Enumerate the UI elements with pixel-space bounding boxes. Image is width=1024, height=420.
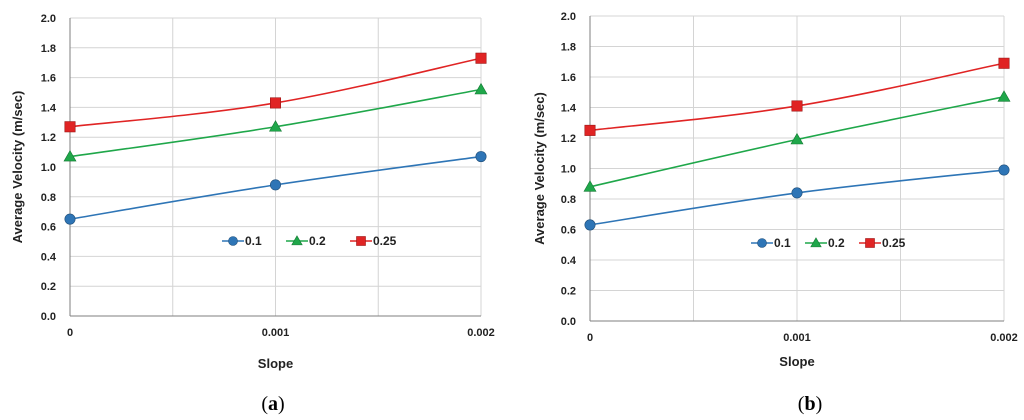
legend-marker-triangle	[291, 235, 303, 246]
legend-marker-circle	[228, 236, 238, 246]
series-0.1	[584, 164, 1010, 231]
legend-label: 0.2	[309, 234, 326, 248]
y-tick-label: 0.4	[41, 251, 57, 263]
y-tick-label: 1.6	[561, 72, 576, 84]
legend-item-0.1: 0.1	[751, 236, 791, 250]
data-point	[998, 57, 1010, 69]
legend-marker-square	[865, 238, 875, 248]
x-tick-label: 0	[67, 327, 73, 339]
legend-item-0.2: 0.2	[286, 234, 326, 248]
legend-label: 0.25	[882, 236, 906, 250]
y-tick-label: 1.0	[561, 164, 576, 176]
legend-item-0.1: 0.1	[222, 234, 262, 248]
data-point	[475, 151, 487, 163]
data-point	[791, 100, 803, 112]
data-point	[269, 120, 282, 132]
data-point	[998, 164, 1010, 176]
y-tick-label: 1.4	[41, 102, 57, 114]
y-axis-title: Average Velocity (m/sec)	[10, 91, 25, 244]
y-tick-label: 2.0	[561, 11, 576, 23]
data-point	[269, 179, 281, 191]
series-0.25	[64, 52, 487, 133]
data-point	[583, 180, 597, 192]
data-point	[63, 149, 77, 162]
x-tick-label: 0.002	[467, 327, 495, 339]
data-point	[997, 90, 1011, 102]
caption-close: )	[278, 393, 285, 415]
legend: 0.1 0.2 0.25	[751, 236, 906, 250]
series-0.2	[583, 90, 1011, 192]
legend-label: 0.25	[373, 234, 397, 248]
legend-marker-triangle	[810, 237, 822, 248]
chart-panel-a: 0.0 0.2 0.4 0.6 0.8 1.0 1.2 1.4 1.6 1.8 2.0 0 0.001 0…	[10, 13, 495, 415]
data-point	[64, 213, 76, 225]
y-tick-label: 1.8	[561, 42, 576, 54]
x-tick-label: 0.001	[262, 327, 290, 339]
legend-label: 0.1	[774, 236, 791, 250]
x-tick-label: 0	[587, 332, 593, 344]
data-point	[791, 187, 803, 199]
data-point	[474, 82, 488, 95]
x-tick-label: 0.002	[990, 332, 1018, 344]
y-tick-label: 0.0	[41, 311, 56, 323]
data-point	[584, 124, 596, 136]
y-tick-label: 0.8	[561, 194, 576, 206]
legend-marker-circle	[757, 238, 767, 248]
y-tick-label: 1.0	[41, 162, 56, 174]
y-tick-label: 1.2	[561, 133, 576, 145]
data-point	[584, 219, 596, 231]
y-tick-label: 2.0	[41, 13, 56, 25]
caption-open: (	[261, 393, 268, 415]
y-tick-label: 0.6	[561, 225, 576, 237]
y-tick-label: 0.6	[41, 222, 56, 234]
caption-letter: b	[804, 393, 815, 415]
series-0.25	[584, 57, 1010, 136]
y-tick-label: 1.8	[41, 43, 56, 55]
data-point	[269, 97, 281, 109]
caption-close: )	[816, 393, 823, 415]
data-point	[475, 52, 487, 64]
series-0.2	[63, 82, 488, 162]
y-tick-label: 1.4	[561, 103, 577, 115]
data-point	[790, 132, 804, 145]
legend: 0.1 0.2 0.25	[222, 234, 397, 248]
y-axis-title: Average Velocity (m/sec)	[532, 92, 547, 245]
legend-item-0.25: 0.25	[859, 236, 906, 250]
caption-letter: a	[268, 393, 278, 415]
panel-caption: (a)	[261, 393, 284, 415]
x-axis-title: Slope	[779, 354, 814, 369]
y-tick-label: 0.4	[561, 255, 577, 267]
y-tick-label: 0.0	[561, 316, 576, 328]
y-tick-label: 0.2	[561, 286, 576, 298]
legend-marker-square	[356, 236, 366, 246]
legend-item-0.25: 0.25	[350, 234, 397, 248]
x-axis-title: Slope	[258, 356, 293, 371]
x-tick-label: 0.001	[783, 332, 811, 344]
y-tick-label: 1.2	[41, 132, 56, 144]
legend-item-0.2: 0.2	[805, 236, 845, 250]
y-tick-label: 0.2	[41, 281, 56, 293]
series-0.1	[64, 151, 487, 225]
chart-panel-b: 0.0 0.2 0.4 0.6 0.8 1.0 1.2 1.4 1.6 1.8 2.0 0 0.001 0…	[532, 11, 1018, 415]
y-tick-label: 1.6	[41, 73, 56, 85]
data-point	[64, 121, 76, 133]
legend-label: 0.1	[245, 234, 262, 248]
caption-open: (	[798, 393, 805, 415]
legend-label: 0.2	[828, 236, 845, 250]
y-tick-label: 0.8	[41, 192, 56, 204]
panel-caption: (b)	[798, 393, 822, 415]
